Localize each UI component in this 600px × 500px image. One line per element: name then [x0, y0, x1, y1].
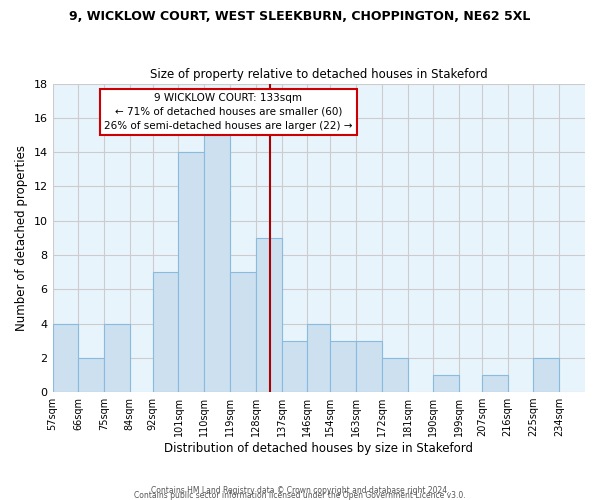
Bar [482, 375, 508, 392]
Text: 9, WICKLOW COURT, WEST SLEEKBURN, CHOPPINGTON, NE62 5XL: 9, WICKLOW COURT, WEST SLEEKBURN, CHOPPI… [70, 10, 530, 23]
Bar [433, 375, 459, 392]
Bar [330, 340, 356, 392]
Bar [230, 272, 256, 392]
Bar [178, 152, 204, 392]
Bar [281, 340, 307, 392]
Text: 9 WICKLOW COURT: 133sqm
← 71% of detached houses are smaller (60)
26% of semi-de: 9 WICKLOW COURT: 133sqm ← 71% of detache… [104, 93, 353, 131]
Y-axis label: Number of detached properties: Number of detached properties [15, 145, 28, 331]
Bar [256, 238, 281, 392]
Bar [356, 340, 382, 392]
Title: Size of property relative to detached houses in Stakeford: Size of property relative to detached ho… [150, 68, 488, 81]
Bar [53, 324, 79, 392]
Bar [307, 324, 330, 392]
Bar [153, 272, 178, 392]
Bar [382, 358, 407, 392]
Text: Contains HM Land Registry data © Crown copyright and database right 2024.: Contains HM Land Registry data © Crown c… [151, 486, 449, 495]
Bar [533, 358, 559, 392]
Bar [104, 324, 130, 392]
Bar [204, 135, 230, 392]
Text: Contains public sector information licensed under the Open Government Licence v3: Contains public sector information licen… [134, 490, 466, 500]
X-axis label: Distribution of detached houses by size in Stakeford: Distribution of detached houses by size … [164, 442, 473, 455]
Bar [79, 358, 104, 392]
